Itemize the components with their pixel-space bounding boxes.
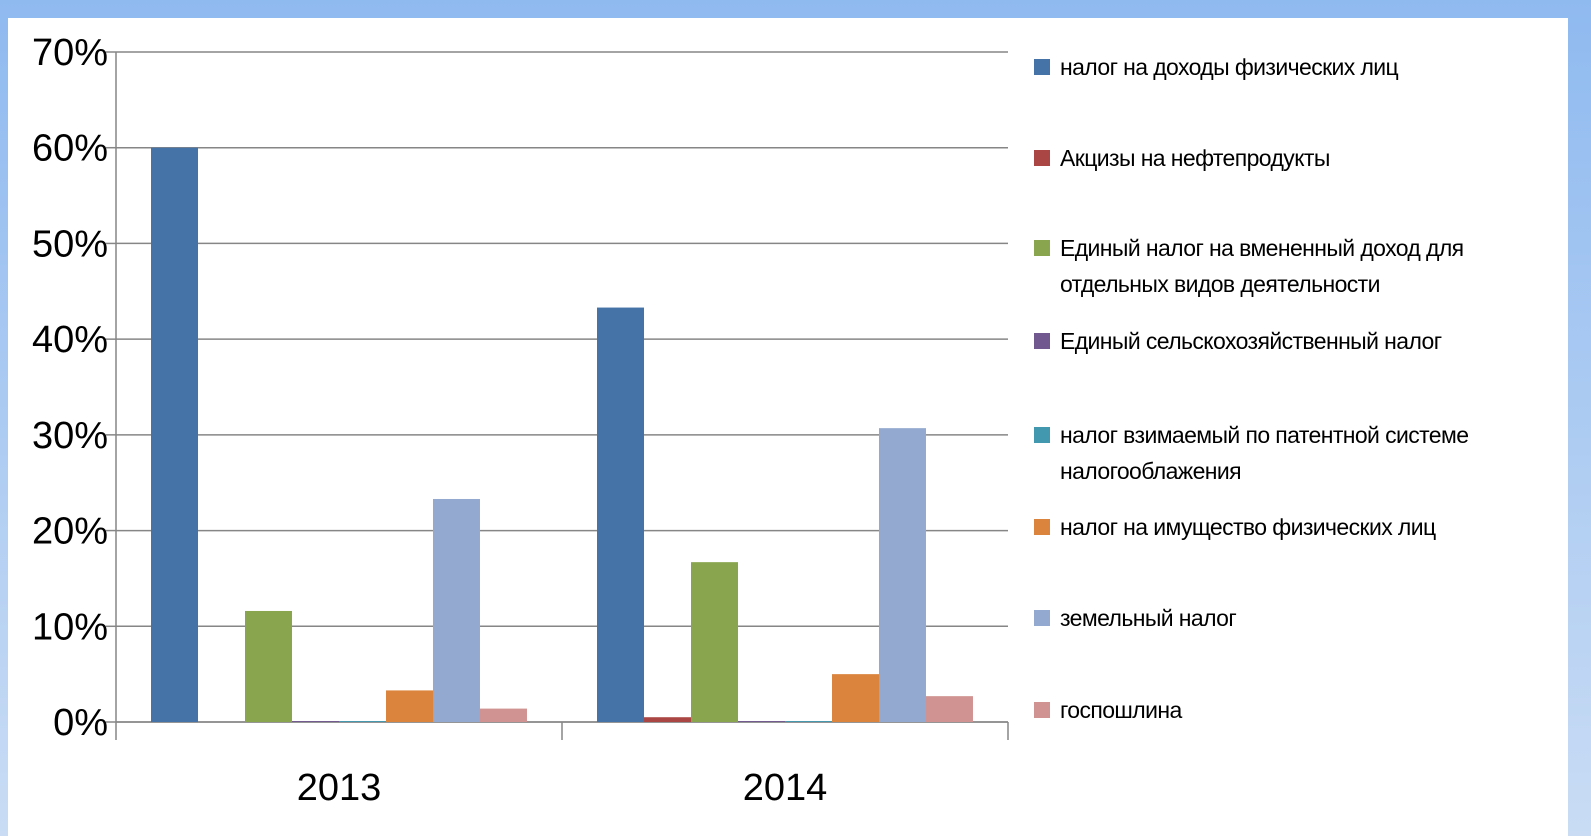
y-tick-label: 60% <box>32 128 108 170</box>
bar <box>691 562 739 722</box>
bar <box>878 428 926 722</box>
bar <box>738 721 785 722</box>
bar <box>151 147 199 722</box>
legend-label: госпошлина <box>1060 697 1182 723</box>
legend-swatch <box>1034 59 1050 75</box>
y-tick-label: 20% <box>32 511 108 553</box>
bar <box>479 708 527 722</box>
bar <box>597 307 645 722</box>
legend-item: налог взимаемый по патентной системе нал… <box>1034 417 1559 489</box>
legend-swatch <box>1034 150 1050 166</box>
y-tick-label: 70% <box>32 32 108 74</box>
bar <box>339 721 386 722</box>
legend-swatch <box>1034 427 1050 443</box>
y-tick-label: 0% <box>53 702 108 744</box>
legend-label: Акцизы на нефтепродукты <box>1060 145 1330 171</box>
bar <box>785 721 832 722</box>
legend-item: Единый налог на вмененный доход для отде… <box>1034 230 1559 302</box>
legend-label: Единый налог на вмененный доход для отде… <box>1060 235 1464 297</box>
legend-label: налог на имущество физических лиц <box>1060 514 1436 540</box>
legend-item: налог на имущество физических лиц <box>1034 509 1559 545</box>
y-tick-label: 10% <box>32 606 108 648</box>
y-tick-label: 40% <box>32 319 108 361</box>
legend-swatch <box>1034 702 1050 718</box>
legend-swatch <box>1034 610 1050 626</box>
y-tick-label: 30% <box>32 415 108 457</box>
legend-item: налог на доходы физических лиц <box>1034 49 1559 85</box>
legend-label: Единый сельскохозяйственный налог <box>1060 328 1442 354</box>
legend-item: госпошлина <box>1034 692 1559 728</box>
legend-label: земельный налог <box>1060 605 1237 631</box>
legend-swatch <box>1034 240 1050 256</box>
bar <box>831 674 879 722</box>
legend-swatch <box>1034 519 1050 535</box>
legend-item: Акцизы на нефтепродукты <box>1034 140 1559 176</box>
bar <box>644 717 692 722</box>
legend-item: Единый сельскохозяйственный налог <box>1034 323 1559 359</box>
bar <box>925 696 973 722</box>
x-tick-label: 2013 <box>297 767 382 809</box>
legend-swatch <box>1034 333 1050 349</box>
bar <box>432 498 480 722</box>
legend-label: налог на доходы физических лиц <box>1060 54 1399 80</box>
legend-label: налог взимаемый по патентной системе нал… <box>1060 422 1469 484</box>
y-tick-label: 50% <box>32 223 108 265</box>
bar <box>385 690 433 722</box>
legend-item: земельный налог <box>1034 600 1559 636</box>
bar <box>292 721 339 722</box>
bar <box>245 610 293 722</box>
x-tick-label: 2014 <box>743 767 828 809</box>
